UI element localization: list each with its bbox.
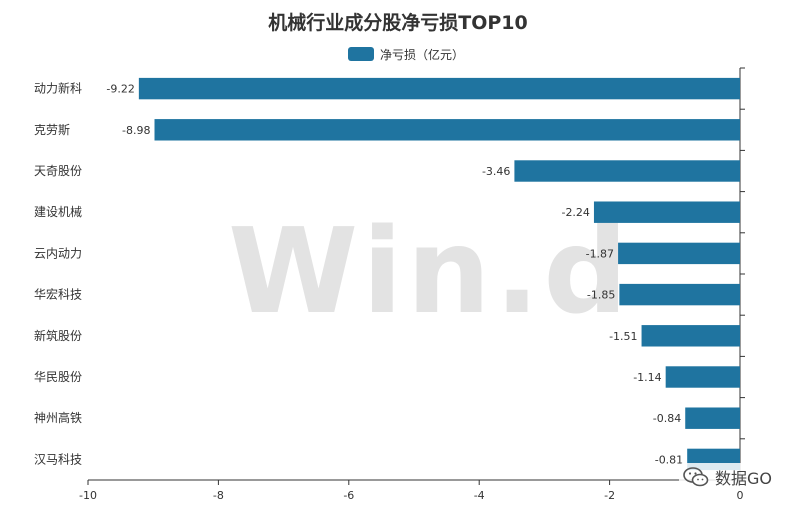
badge-text: 数据GO bbox=[715, 469, 772, 488]
bar bbox=[665, 366, 740, 388]
legend: 净亏损（亿元） bbox=[348, 46, 464, 62]
x-tick-label: -10 bbox=[79, 489, 97, 502]
bar bbox=[154, 119, 740, 141]
category-label: 建设机械 bbox=[34, 204, 82, 219]
data-label: -1.87 bbox=[586, 247, 614, 260]
bar bbox=[685, 407, 740, 429]
data-label: -1.51 bbox=[609, 330, 637, 343]
data-label: -9.22 bbox=[106, 83, 134, 96]
data-label: -3.46 bbox=[482, 165, 510, 178]
x-tick-label: -4 bbox=[474, 489, 485, 502]
x-tick-label: -8 bbox=[213, 489, 224, 502]
bar bbox=[593, 201, 740, 223]
data-label: -0.81 bbox=[655, 453, 683, 466]
category-label: 神州高铁 bbox=[34, 410, 82, 425]
source-badge: 数据GO bbox=[679, 463, 776, 491]
data-label: -8.98 bbox=[122, 124, 150, 137]
category-label: 新筑股份 bbox=[34, 328, 82, 343]
data-label: -0.84 bbox=[653, 412, 681, 425]
wechat-icon bbox=[683, 467, 709, 487]
legend-label: 净亏损（亿元） bbox=[380, 47, 465, 62]
category-label: 云内动力 bbox=[34, 246, 82, 260]
category-label: 动力新科 bbox=[34, 81, 82, 96]
x-tick-label: -2 bbox=[604, 489, 615, 502]
category-label: 华宏科技 bbox=[34, 287, 82, 302]
watermark-logo: Win.d bbox=[228, 202, 632, 340]
bar bbox=[618, 242, 740, 265]
category-label: 汉马科技 bbox=[34, 452, 82, 466]
data-label: -1.85 bbox=[587, 289, 615, 302]
data-label: -1.14 bbox=[633, 371, 661, 384]
bar bbox=[641, 325, 740, 347]
legend-swatch bbox=[348, 47, 374, 61]
category-label: 克劳斯 bbox=[34, 123, 70, 137]
bar bbox=[138, 77, 740, 100]
data-label: -2.24 bbox=[561, 206, 589, 219]
category-label: 华民股份 bbox=[34, 370, 82, 384]
x-tick-label: 0 bbox=[737, 489, 744, 502]
bar bbox=[619, 283, 740, 306]
x-tick-label: -6 bbox=[343, 489, 354, 502]
chart-title: 机械行业成分股净亏损TOP10 bbox=[268, 12, 528, 34]
category-label: 天奇股份 bbox=[34, 164, 82, 178]
bar bbox=[514, 160, 740, 182]
